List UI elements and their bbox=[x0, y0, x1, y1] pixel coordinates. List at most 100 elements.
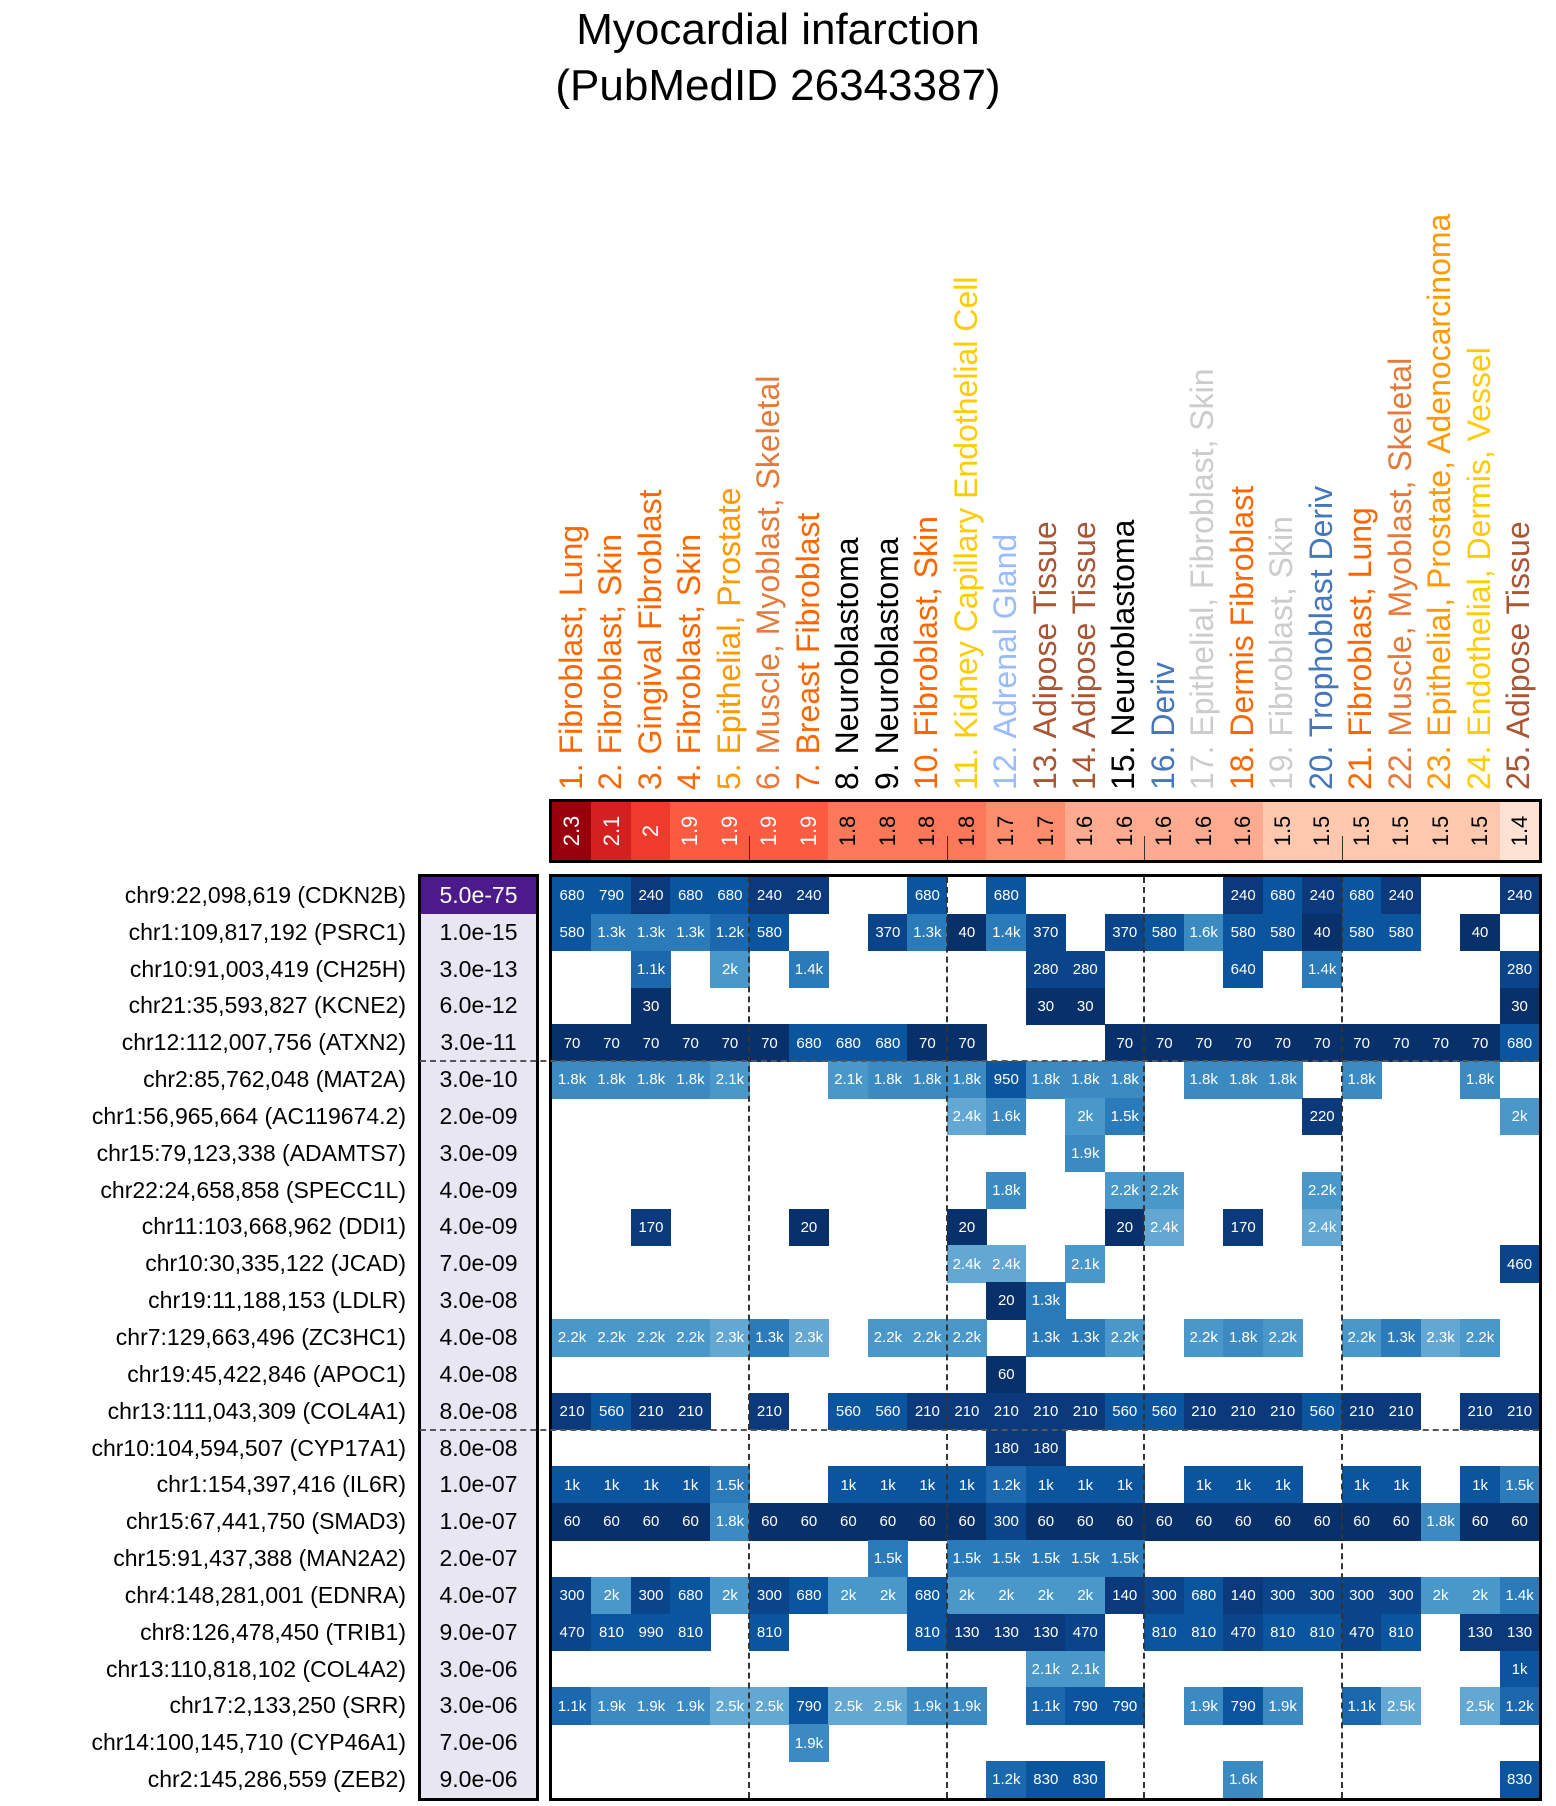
enrichment-value: 2.1 bbox=[598, 815, 624, 847]
heatmap-cell: 60 bbox=[986, 1355, 1027, 1394]
row-label: chr9:22,098,619 (CDKN2B) bbox=[124, 881, 406, 908]
heatmap-cell: 1.8k bbox=[986, 1171, 1027, 1210]
heatmap-cell: 810 bbox=[1381, 1613, 1422, 1652]
heatmap-cell: 1.5k bbox=[867, 1540, 908, 1578]
heatmap-cell: 300 bbox=[749, 1576, 790, 1615]
pvalue-cell: 4.0e-09 bbox=[439, 1176, 518, 1203]
heatmap-cell: 2k bbox=[591, 1576, 632, 1615]
heatmap-cell: 1.3k bbox=[670, 913, 711, 952]
column-label: 2. Fibroblast, Skin bbox=[592, 533, 629, 790]
pvalue-cell: 8.0e-08 bbox=[439, 1434, 518, 1461]
heatmap-cell: 2.1k bbox=[709, 1061, 750, 1099]
heatmap-cell: 2.3k bbox=[709, 1319, 750, 1357]
column-label: 4. Fibroblast, Skin bbox=[671, 533, 708, 790]
heatmap-cell: 1k bbox=[1223, 1466, 1264, 1504]
heatmap-cell: 210 bbox=[749, 1392, 790, 1431]
heatmap-cell: 2.2k bbox=[591, 1319, 632, 1357]
enrichment-cell: 1.5 bbox=[1381, 802, 1422, 860]
enrichment-value: 1.8 bbox=[953, 815, 979, 847]
enrichment-cell: 1.7 bbox=[986, 802, 1027, 860]
heatmap-cell: 300 bbox=[630, 1576, 672, 1615]
row-group-divider bbox=[420, 1428, 1539, 1431]
heatmap-cell: 1.4k bbox=[1499, 1576, 1539, 1615]
row-label: chr2:145,286,559 (ZEB2) bbox=[147, 1766, 406, 1793]
heatmap-cell: 1.5k bbox=[1104, 1540, 1145, 1578]
heatmap-cell: 2.2k bbox=[1460, 1319, 1501, 1357]
heatmap-cell: 2k bbox=[1499, 1098, 1539, 1136]
heatmap-cell: 1.8k bbox=[1262, 1061, 1303, 1099]
row-label: chr13:110,818,102 (COL4A2) bbox=[105, 1655, 406, 1682]
pvalue-cell: 4.0e-08 bbox=[439, 1323, 518, 1350]
heatmap-cell: 210 bbox=[1499, 1392, 1539, 1431]
enrichment-value: 1.8 bbox=[874, 815, 900, 847]
heatmap-cell: 470 bbox=[1341, 1613, 1382, 1652]
heatmap-cell: 2.2k bbox=[1144, 1171, 1185, 1210]
enrichment-cell: 1.8 bbox=[828, 802, 869, 860]
heatmap-cell: 2.1k bbox=[1065, 1245, 1106, 1283]
heatmap-cell: 1.8k bbox=[1223, 1319, 1264, 1357]
heatmap-cell: 1.6k bbox=[1223, 1761, 1264, 1798]
column-label: 10. Fibroblast, Skin bbox=[908, 516, 945, 790]
row-label: chr12:112,007,756 (ATXN2) bbox=[121, 1029, 406, 1056]
heatmap-cell: 130 bbox=[986, 1613, 1027, 1652]
enrichment-row: 2.3 2.1 2 1.9 1.9 1.9 1.9 1.8 1.8 1.8 1.8 1.7 1.7 1.6… bbox=[549, 799, 1542, 863]
heatmap-cell: 830 bbox=[1065, 1761, 1106, 1798]
row-label: chr11:103,668,962 (DDI1) bbox=[141, 1213, 406, 1240]
heatmap-cell: 1.1k bbox=[1341, 1687, 1382, 1725]
heatmap-cell: 210 bbox=[1223, 1392, 1264, 1431]
column-label: 20. Trophoblast Deriv bbox=[1302, 485, 1339, 790]
heatmap-cell: 680 bbox=[828, 1024, 869, 1062]
column-label: 7. Breast Fibroblast bbox=[789, 512, 826, 790]
pvalue-cell: 2.0e-09 bbox=[439, 1102, 518, 1129]
enrichment-cell: 1.9 bbox=[788, 802, 829, 860]
enrichment-cell: 1.5 bbox=[1302, 802, 1343, 860]
heatmap-cell: 560 bbox=[867, 1392, 908, 1431]
heatmap-matrix: 680 790 240 680 680 240 240 680 680 240 680 240 680 2… bbox=[549, 874, 1542, 1801]
heatmap-cell: 70 bbox=[709, 1024, 750, 1062]
heatmap-cell: 1.2k bbox=[1499, 1687, 1539, 1725]
heatmap-cell: 70 bbox=[749, 1024, 790, 1062]
heatmap-cell: 210 bbox=[1460, 1392, 1501, 1431]
heatmap-cell: 60 bbox=[1183, 1503, 1224, 1541]
enrichment-value: 2 bbox=[637, 824, 663, 838]
heatmap-cell: 1.3k bbox=[1065, 1319, 1106, 1357]
heatmap-cell: 580 bbox=[1223, 913, 1264, 952]
heatmap-cell: 20 bbox=[946, 1208, 987, 1246]
column-label: 3. Gingival Fibroblast bbox=[631, 489, 668, 790]
heatmap-cell: 20 bbox=[788, 1208, 829, 1246]
heatmap-cell: 370 bbox=[1025, 913, 1066, 952]
heatmap-cell: 1k bbox=[1460, 1466, 1501, 1504]
heatmap-cell: 1.8k bbox=[867, 1061, 908, 1099]
heatmap-cell: 1.8k bbox=[1460, 1061, 1501, 1099]
heatmap-cell: 990 bbox=[630, 1613, 672, 1652]
heatmap-cell: 560 bbox=[1302, 1392, 1343, 1431]
enrichment-value: 1.5 bbox=[1427, 815, 1453, 847]
heatmap-cell: 300 bbox=[1341, 1576, 1382, 1615]
enrichment-value: 1.7 bbox=[1032, 815, 1058, 847]
heatmap-cell: 2.2k bbox=[1104, 1171, 1145, 1210]
column-label: 9. Neuroblastoma bbox=[868, 537, 905, 790]
heatmap-cell: 2.2k bbox=[1183, 1319, 1224, 1357]
heatmap-cell: 180 bbox=[986, 1429, 1027, 1468]
heatmap-cell: 580 bbox=[749, 913, 790, 952]
enrichment-cell: 1.5 bbox=[1420, 802, 1461, 860]
heatmap-cell: 680 bbox=[670, 877, 711, 915]
row-label: chr1:56,965,664 (AC119674.2) bbox=[91, 1102, 406, 1129]
heatmap-cell: 2.4k bbox=[946, 1245, 987, 1283]
heatmap-cell: 2.1k bbox=[828, 1061, 869, 1099]
row-label: chr10:104,594,507 (CYP17A1) bbox=[91, 1434, 406, 1461]
heatmap-cell: 1k bbox=[946, 1466, 987, 1504]
heatmap-cell: 210 bbox=[670, 1392, 711, 1431]
enrichment-value: 1.6 bbox=[1190, 815, 1216, 847]
heatmap-cell: 1.9k bbox=[1183, 1687, 1224, 1725]
heatmap-cell: 280 bbox=[1065, 950, 1106, 989]
heatmap-cell: 580 bbox=[1262, 913, 1303, 952]
heatmap-cell: 130 bbox=[1025, 1613, 1066, 1652]
heatmap-cell: 560 bbox=[591, 1392, 632, 1431]
heatmap-cell: 40 bbox=[1302, 913, 1343, 952]
column-label: 22. Muscle, Myoblast, Skeletal bbox=[1381, 357, 1418, 790]
heatmap-cell: 1k bbox=[907, 1466, 948, 1504]
row-label: chr21:35,593,827 (KCNE2) bbox=[128, 992, 406, 1019]
enrichment-cell: 1.8 bbox=[907, 802, 948, 860]
heatmap-cell: 1.8k bbox=[1065, 1061, 1106, 1099]
